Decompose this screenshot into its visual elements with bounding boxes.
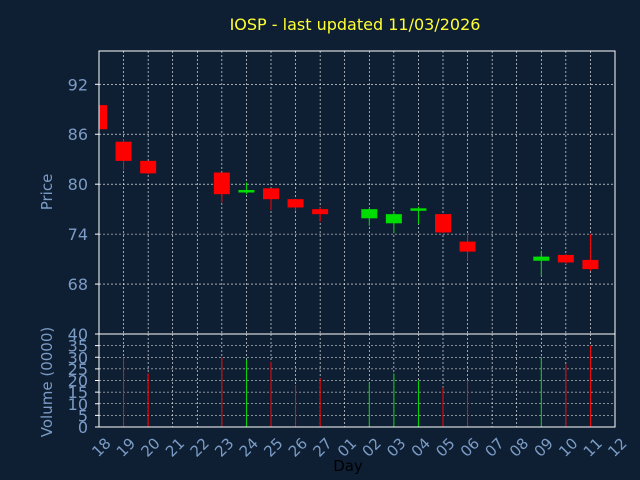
candle-body [557,254,574,263]
candle [140,160,157,175]
x-tick-label: 27 [309,434,335,460]
x-tick-label: 18 [88,434,114,460]
candle [287,199,304,211]
x-tick-label: 08 [506,434,532,460]
price-panel-frame [98,50,616,335]
candle-body [115,141,132,161]
candle-body [435,214,451,233]
volume-y-tick-label: 40 [68,325,88,344]
price-y-tick-label: 74 [68,225,88,244]
candle [115,139,132,171]
candle-body [410,208,427,211]
candle [263,188,279,210]
price-y-tick-label: 86 [68,125,88,144]
volume-y-tick-label: 0 [78,418,88,437]
candle [98,105,107,131]
x-tick-label: 24 [236,434,262,460]
x-tick-label: 12 [604,434,630,460]
price-y-tick-labels: 92 86 80 74 68 [68,75,99,294]
candle [410,206,427,225]
candle [238,182,255,195]
candle-body [312,209,329,215]
x-tick-label: 07 [481,434,507,460]
volume-y-tick-label: 25 [68,360,88,379]
x-tick-label: 25 [260,434,286,460]
price-candles [98,105,599,276]
candle [459,234,476,261]
volume-y-tick-label: 5 [78,406,88,425]
volume-y-tick-label: 10 [68,395,88,414]
candle-body [287,199,304,208]
x-tick-label: 11 [580,434,606,460]
candle-body [99,105,107,130]
candle-body [238,190,255,193]
candle-body [582,259,599,270]
x-axis-label: Day [333,457,363,475]
x-tick-label: 05 [432,434,458,460]
volume-grid [99,333,615,428]
x-tick-label: 21 [162,434,188,460]
volume-axis-label: Volume (0000) [38,327,56,437]
candle-body [533,256,550,261]
volume-y-tick-label: 20 [68,372,88,391]
price-grid [99,51,615,334]
candle [582,234,599,271]
x-tick-label: 22 [187,434,213,460]
volume-y-tick-label: 15 [68,383,88,402]
candle [435,214,451,234]
price-axis-label: Price [38,174,56,211]
volume-y-tick-label: 35 [68,337,88,356]
x-tick-label: 19 [113,434,139,460]
candle-body [213,172,230,195]
x-tick-label: 06 [457,434,483,460]
candle-body [361,209,378,219]
candle [213,172,230,203]
candle-body [459,241,476,252]
candle [533,250,550,276]
candle-body [140,160,157,174]
candle [385,211,402,234]
x-tick-label: 20 [137,434,163,460]
candle-body [263,188,279,200]
x-tick-label: 23 [211,434,237,460]
x-tick-label: 26 [285,434,311,460]
candle [557,254,574,265]
x-tick-label: 04 [408,434,434,460]
price-y-tick-label: 92 [68,75,88,94]
candle [312,207,329,222]
x-tick-label: 09 [531,434,557,460]
price-y-tick-label: 68 [68,275,88,294]
price-y-tick-label: 80 [68,175,88,194]
candle-body [385,214,402,224]
x-tick-label: 03 [383,434,409,460]
x-tick-label: 10 [555,434,581,460]
candle [361,207,378,226]
chart-title: IOSP - last updated 11/03/2026 [230,15,481,34]
volume-bars [123,345,591,427]
volume-y-tick-label: 30 [68,348,88,367]
